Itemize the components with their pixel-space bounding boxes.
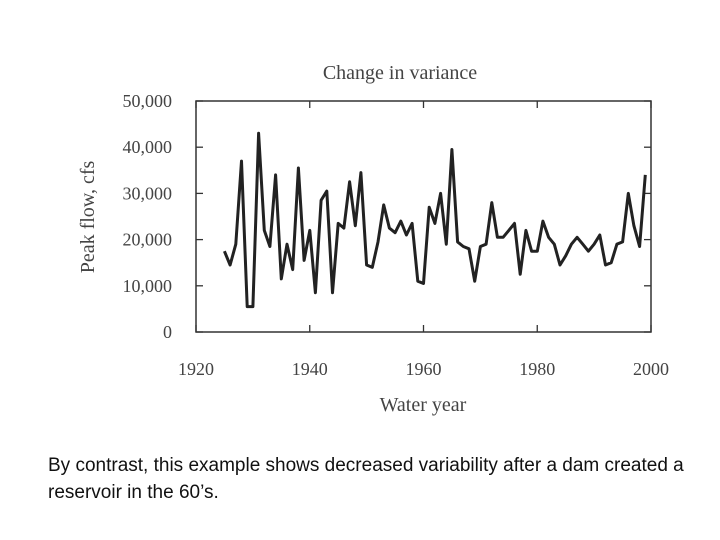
peak-flow-chart: 0 10,000 20,000 30,000 40,000 50,000 1920 1940 1… bbox=[77, 62, 669, 416]
y-tick-label: 20,000 bbox=[123, 230, 173, 250]
y-tick-label: 40,000 bbox=[123, 137, 173, 157]
x-tick-label: 1980 bbox=[519, 359, 555, 379]
y-tick-label: 0 bbox=[163, 322, 172, 342]
y-tick-label: 50,000 bbox=[123, 91, 173, 111]
chart-title: Change in variance bbox=[323, 62, 477, 84]
x-tick-label: 1960 bbox=[406, 359, 442, 379]
y-tick-label: 10,000 bbox=[123, 276, 173, 296]
x-tick-label: 1940 bbox=[292, 359, 328, 379]
y-axis-label: Peak flow, cfs bbox=[77, 161, 99, 274]
x-tick-label: 2000 bbox=[633, 359, 669, 379]
x-axis-label: Water year bbox=[380, 394, 467, 416]
slide-caption: By contrast, this example shows decrease… bbox=[48, 455, 684, 503]
y-tick-label: 30,000 bbox=[123, 183, 173, 203]
x-tick-label: 1920 bbox=[178, 359, 214, 379]
series-line bbox=[223, 131, 647, 309]
